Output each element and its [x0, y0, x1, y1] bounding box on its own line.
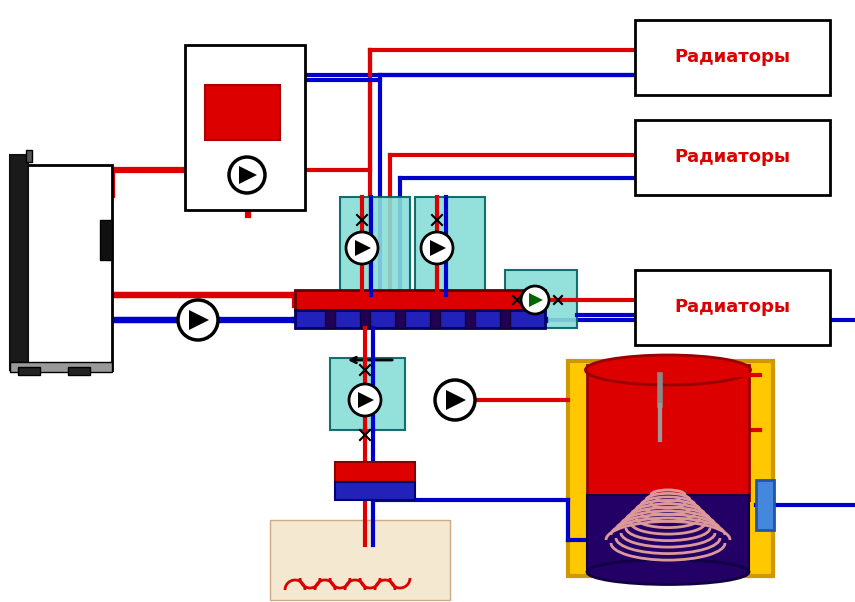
Bar [335, 482, 415, 500]
Bar [465, 310, 475, 328]
Bar [587, 365, 749, 500]
Polygon shape [189, 310, 209, 330]
Bar [325, 310, 335, 328]
Polygon shape [358, 392, 374, 408]
Bar [635, 120, 830, 195]
Bar [756, 480, 774, 530]
Bar [295, 290, 545, 310]
Bar [395, 310, 405, 328]
Bar [430, 310, 440, 328]
Bar [10, 362, 112, 372]
Bar [270, 520, 450, 600]
Circle shape [346, 232, 378, 264]
Text: Радиаторы: Радиаторы [675, 149, 791, 167]
Bar [635, 270, 830, 345]
Polygon shape [355, 240, 371, 256]
Ellipse shape [587, 559, 749, 585]
Circle shape [421, 232, 453, 264]
Bar [500, 310, 510, 328]
Ellipse shape [586, 355, 751, 385]
Circle shape [349, 384, 381, 416]
Text: Радиаторы: Радиаторы [675, 49, 791, 66]
Circle shape [229, 157, 265, 193]
Bar [18, 367, 40, 375]
FancyBboxPatch shape [415, 197, 485, 295]
Circle shape [521, 286, 549, 314]
FancyBboxPatch shape [505, 270, 577, 328]
Circle shape [435, 380, 475, 420]
Circle shape [178, 300, 218, 340]
Polygon shape [239, 166, 257, 184]
FancyBboxPatch shape [330, 358, 405, 430]
Polygon shape [430, 240, 446, 256]
Bar [635, 20, 830, 95]
Bar [205, 85, 280, 140]
Text: Радиаторы: Радиаторы [675, 299, 791, 317]
Bar [335, 462, 415, 482]
Bar [22, 165, 112, 370]
FancyBboxPatch shape [340, 197, 410, 295]
Bar [587, 495, 749, 570]
Bar [360, 310, 370, 328]
Bar [185, 45, 305, 210]
Bar [68, 367, 90, 375]
Bar [10, 155, 28, 370]
Polygon shape [446, 390, 466, 410]
Bar [295, 310, 545, 328]
Bar [100, 220, 112, 260]
Polygon shape [529, 293, 543, 307]
Bar [26, 150, 32, 162]
Bar [568, 361, 773, 576]
